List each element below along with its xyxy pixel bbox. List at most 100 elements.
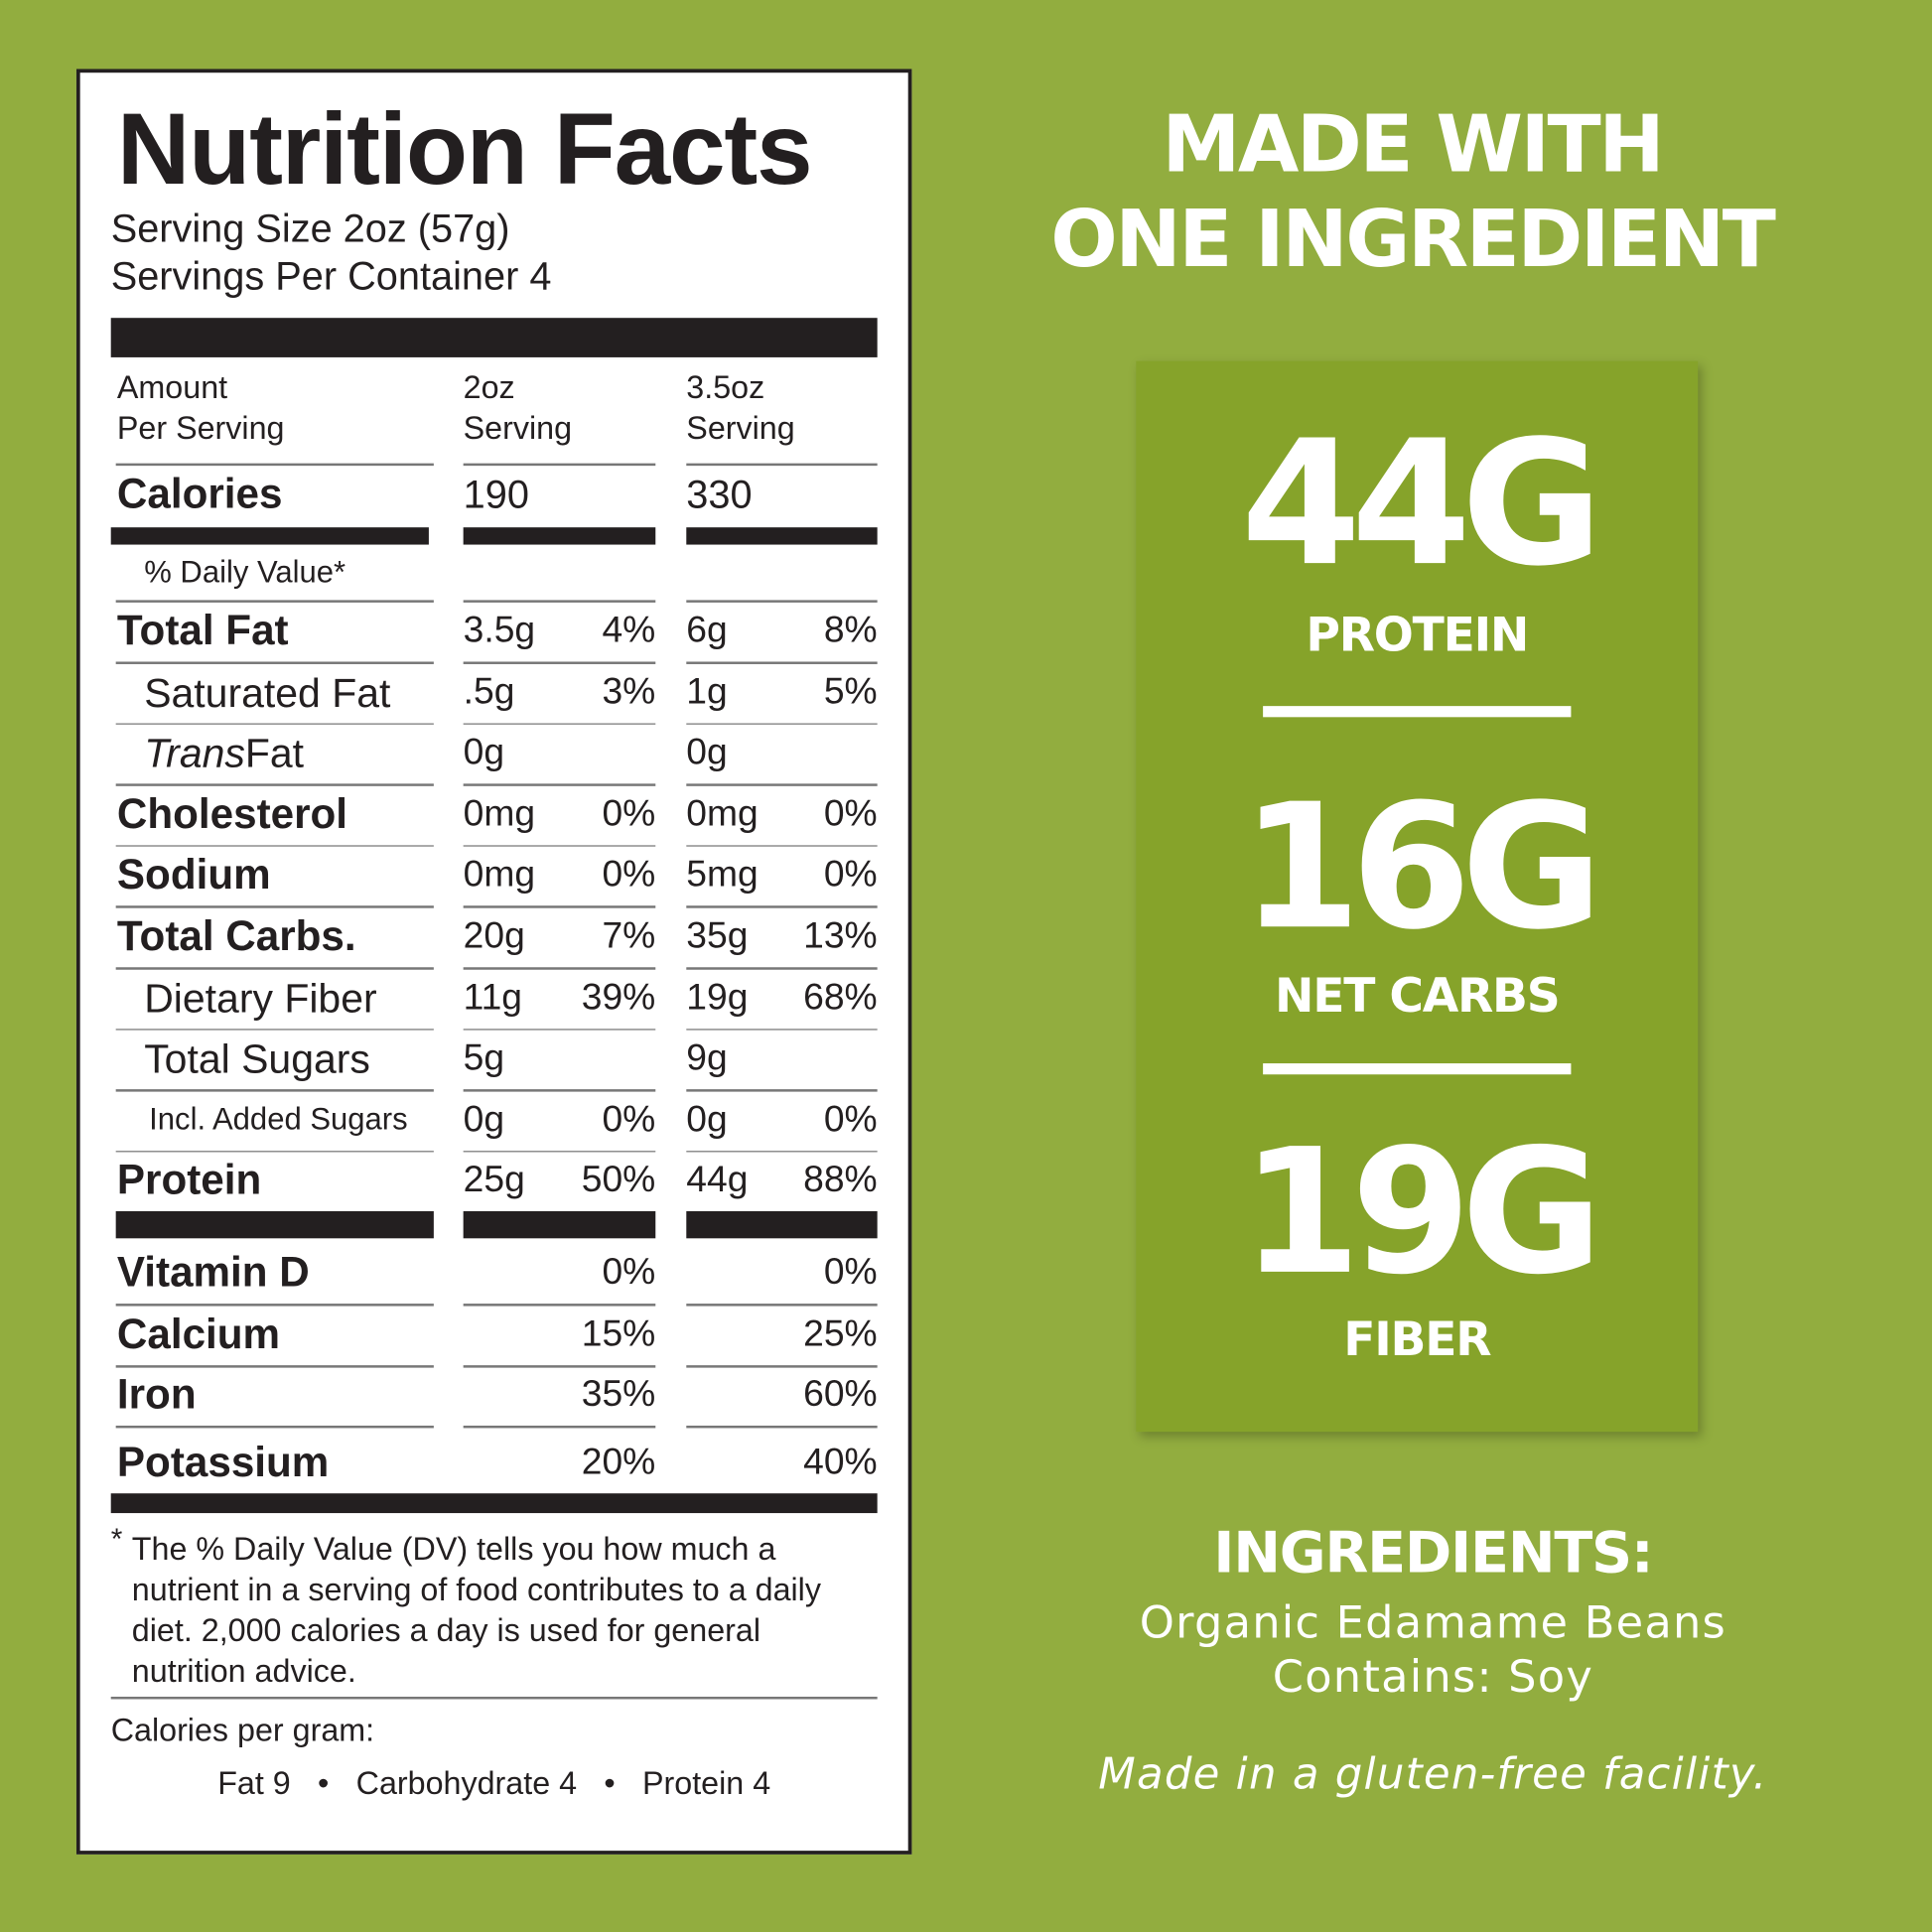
rule — [686, 723, 878, 725]
footnote-line: The % Daily Value (DV) tells you how muc… — [131, 1530, 776, 1568]
bullet: • — [318, 1764, 330, 1802]
rule — [463, 967, 656, 970]
highlight-label: FIBER — [1343, 1311, 1491, 1367]
daily-value: 5% — [823, 670, 878, 712]
nutrient-name: Total Sugars — [144, 1035, 370, 1082]
daily-value: 7% — [602, 915, 656, 957]
amount: 9g — [686, 1037, 728, 1079]
column-header: 2oz — [463, 368, 515, 406]
rule — [463, 905, 656, 908]
amount: 0g — [686, 1098, 728, 1140]
footnote-line: diet. 2,000 calories a day is used for g… — [131, 1611, 761, 1649]
rule — [686, 1425, 878, 1428]
vitamin-name: Potassium — [116, 1439, 330, 1486]
rule — [463, 600, 656, 603]
rule — [115, 1150, 434, 1153]
footnote-line: nutrient in a serving of food contribute… — [131, 1571, 821, 1608]
ingredients-line: Organic Edamame Beans — [1139, 1597, 1727, 1649]
nutrition-label — [75, 69, 912, 1855]
highlight-value: 44G — [1240, 404, 1603, 606]
amount: 6g — [686, 610, 728, 651]
nutrient-name: Fat — [244, 730, 305, 776]
thick-rule — [110, 527, 429, 545]
nutrient-name: Dietary Fiber — [144, 974, 377, 1021]
amount: 0mg — [463, 793, 536, 834]
amount: 20g — [463, 915, 525, 957]
calories-value: 330 — [686, 472, 753, 517]
servings-per-container: Servings Per Container 4 — [110, 253, 552, 299]
calories-per-gram-items: Fat 9 • Carbohydrate 4 • Protein 4 — [111, 1767, 878, 1799]
column-header: Serving — [463, 409, 573, 447]
rule — [686, 661, 878, 664]
amount: 5g — [463, 1037, 505, 1079]
rule — [115, 967, 434, 970]
daily-value: 8% — [823, 610, 878, 651]
daily-value: 68% — [803, 976, 878, 1018]
rule — [686, 1150, 878, 1153]
column-header: Serving — [686, 409, 795, 447]
daily-value: 35% — [581, 1373, 656, 1415]
amount: 0g — [463, 732, 505, 773]
rule — [463, 1028, 656, 1031]
daily-value: 50% — [581, 1160, 656, 1201]
rule — [463, 1089, 656, 1092]
amount: 25g — [463, 1160, 525, 1201]
rule — [115, 1089, 434, 1092]
daily-value: 39% — [581, 976, 656, 1018]
divider — [1263, 706, 1572, 718]
thick-rule — [686, 1211, 878, 1239]
daily-value: 0% — [602, 793, 656, 834]
amount: 0g — [686, 732, 728, 773]
amount: 0mg — [686, 793, 759, 834]
daily-value-header: % Daily Value* — [144, 555, 346, 590]
highlight-label: NET CARBS — [1275, 968, 1561, 1024]
rule — [686, 845, 878, 848]
rule — [463, 783, 656, 786]
calories-per-gram-label: Calories per gram: — [110, 1711, 375, 1749]
thick-rule — [115, 1211, 434, 1239]
daily-value: 0% — [823, 793, 878, 834]
daily-value: 0% — [823, 1251, 878, 1293]
calories-per-gram-item: Fat 9 — [217, 1764, 291, 1802]
nutrient-name: Cholesterol — [116, 790, 348, 838]
rule — [115, 723, 434, 725]
nutrient-name-italic: Trans — [144, 730, 245, 776]
rule — [463, 1425, 656, 1428]
vitamin-name: Vitamin D — [116, 1249, 310, 1297]
daily-value: 25% — [803, 1313, 878, 1354]
column-header: 3.5oz — [686, 368, 765, 406]
rule — [686, 1028, 878, 1031]
title: Nutrition Facts — [116, 93, 813, 207]
rule — [115, 463, 434, 466]
amount: 44g — [686, 1160, 749, 1201]
daily-value: 4% — [602, 610, 656, 651]
highlight-value: 19G — [1240, 1112, 1603, 1314]
daily-value: 0% — [823, 854, 878, 896]
rule — [115, 661, 434, 664]
rule — [463, 845, 656, 848]
rule — [463, 1150, 656, 1153]
vitamin-name: Calcium — [116, 1311, 281, 1358]
divider — [1263, 1063, 1572, 1075]
thick-rule — [463, 1211, 656, 1239]
thick-rule — [110, 318, 878, 357]
column-header: Amount — [116, 368, 228, 406]
daily-value: 88% — [803, 1160, 878, 1201]
headline: MADE WITH — [1162, 99, 1664, 192]
calories-label: Calories — [116, 471, 283, 518]
daily-value: 0% — [602, 854, 656, 896]
rule — [463, 1304, 656, 1306]
nutrient-name: Sodium — [116, 852, 271, 899]
nutrient-name: Incl. Added Sugars — [149, 1101, 408, 1137]
amount: 0mg — [463, 854, 536, 896]
rule — [115, 600, 434, 603]
daily-value: 15% — [581, 1313, 656, 1354]
daily-value: 0% — [602, 1098, 656, 1140]
rule — [115, 1304, 434, 1306]
daily-value: 13% — [803, 915, 878, 957]
nutrient-name: Total Carbs. — [116, 912, 356, 960]
daily-value: 20% — [581, 1442, 656, 1483]
rule — [115, 1028, 434, 1031]
footnote-marker: * — [110, 1522, 123, 1557]
